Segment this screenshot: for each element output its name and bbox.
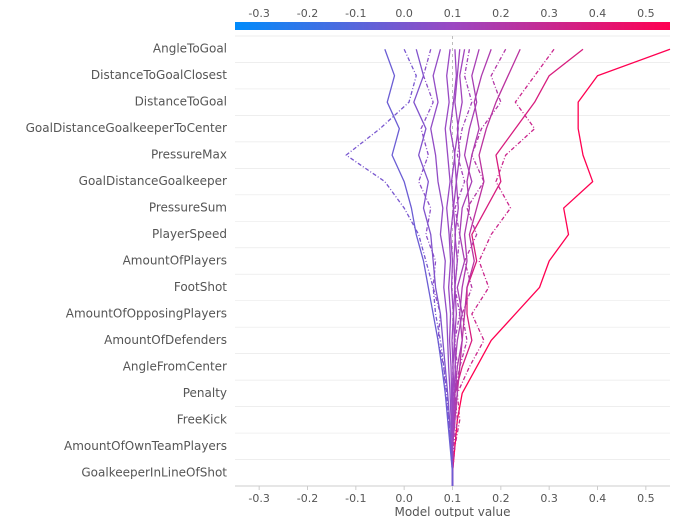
- x-tick-label: 0.2: [492, 492, 510, 505]
- feature-label: DistanceToGoal: [135, 95, 227, 109]
- feature-label: AngleFromCenter: [123, 359, 227, 373]
- x-tick-label: -0.3: [248, 492, 269, 505]
- feature-label: AmountOfOwnTeamPlayers: [64, 439, 227, 453]
- shap-decision-plot: AngleToGoal DistanceToGoalClosest Distance…: [0, 0, 687, 517]
- colorbar-tick-label: 0.3: [540, 7, 558, 20]
- feature-label: GoalkeeperInLineOfShot: [81, 465, 227, 479]
- feature-label: DistanceToGoalClosest: [91, 68, 227, 82]
- feature-label: AmountOfOpposingPlayers: [66, 306, 227, 320]
- x-tick-label: 0.0: [395, 492, 413, 505]
- x-tick-label: 0.5: [637, 492, 655, 505]
- feature-label: AmountOfPlayers: [123, 254, 227, 268]
- feature-label: FreeKick: [177, 412, 227, 426]
- colorbar-tick-label: -0.3: [248, 7, 269, 20]
- colorbar: [235, 22, 670, 30]
- x-tick-label: 0.3: [540, 492, 558, 505]
- feature-label: GoalDistanceGoalkeeper: [79, 174, 227, 188]
- x-tick-label: -0.2: [297, 492, 318, 505]
- x-axis-label: Model output value: [394, 505, 510, 517]
- colorbar-tick-label: 0.0: [395, 7, 413, 20]
- feature-label: FootShot: [174, 280, 227, 294]
- colorbar-tick-label: -0.2: [297, 7, 318, 20]
- colorbar-tick-label: 0.1: [444, 7, 462, 20]
- x-tick-label: -0.1: [345, 492, 366, 505]
- colorbar-tick-label: 0.4: [589, 7, 607, 20]
- feature-label: PlayerSpeed: [152, 227, 227, 241]
- x-tick-label: 0.4: [589, 492, 607, 505]
- feature-label: AngleToGoal: [153, 42, 227, 56]
- colorbar-tick-label: 0.2: [492, 7, 510, 20]
- colorbar-tick-label: -0.1: [345, 7, 366, 20]
- x-tick-label: 0.1: [444, 492, 462, 505]
- colorbar-tick-label: 0.5: [637, 7, 655, 20]
- feature-label: PressureMax: [151, 148, 227, 162]
- feature-label: Penalty: [183, 386, 227, 400]
- feature-label: PressureSum: [149, 201, 227, 215]
- feature-label: GoalDistanceGoalkeeperToCenter: [26, 121, 227, 135]
- feature-label: AmountOfDefenders: [104, 333, 227, 347]
